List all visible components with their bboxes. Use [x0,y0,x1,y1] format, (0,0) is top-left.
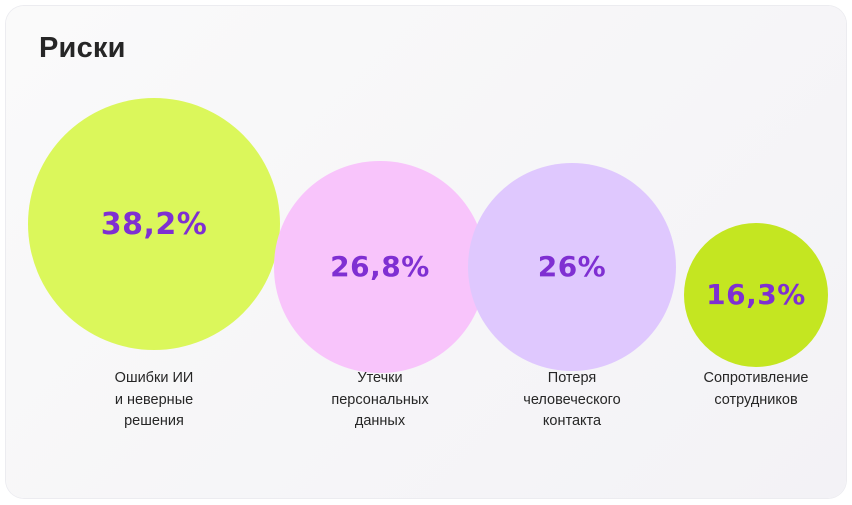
bubble-value: 26,8% [330,250,430,284]
bubble-label: Утечки персональных данных [331,370,429,429]
bubble-value: 16,3% [706,278,806,312]
bubble-label: Потеря человеческого контакта [523,370,621,429]
bubble-4: 16,3% [683,222,829,368]
bubble-3: 26% [468,163,676,371]
bubble-value: 26% [537,250,607,284]
risks-card: Риски 38,2% Ошибки ИИ и неверные решения 2… [6,6,846,498]
bubble-label: Ошибки ИИ и неверные решения [114,370,194,429]
page-title: Риски [39,32,126,64]
bubble-value: 38,2% [100,206,208,242]
bubble-2: 26,8% [274,161,486,373]
bubble-label: Сопротивление сотрудников [703,370,809,408]
bubble-1: 38,2% [28,98,280,350]
